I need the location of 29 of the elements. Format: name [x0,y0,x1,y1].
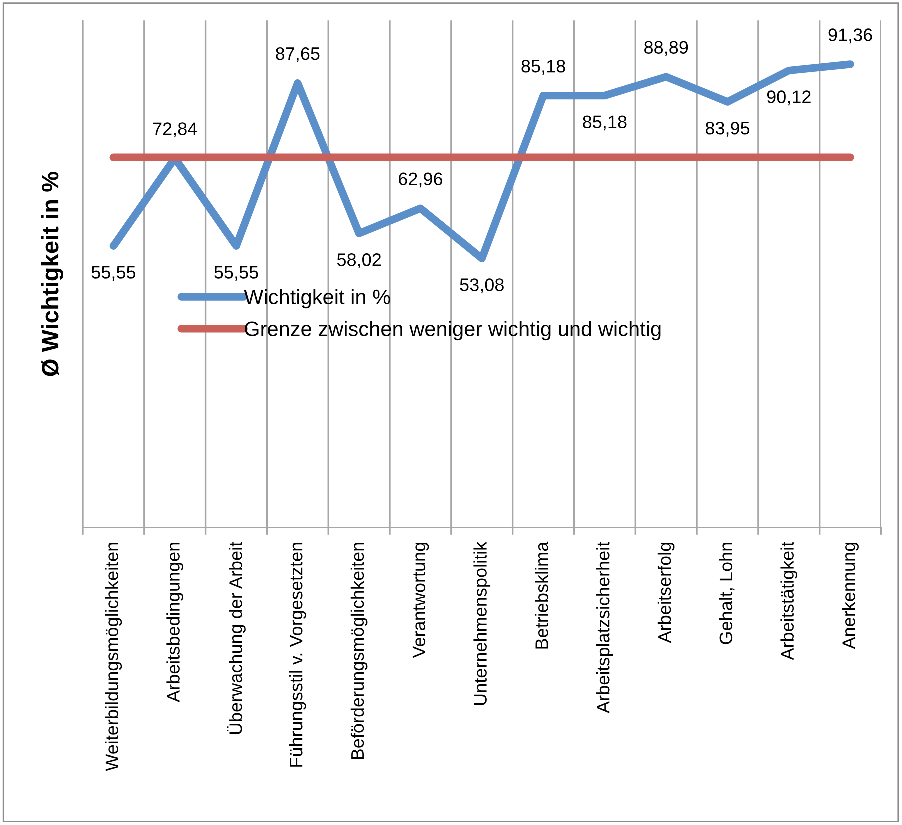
x-tick-label: Betriebsklima [535,542,548,649]
x-tick-label: Arbeitstätigkeit [780,542,798,660]
data-label: 85,18 [522,60,566,75]
data-label: 83,95 [706,122,750,137]
data-label: 55,55 [214,266,258,281]
data-label: 62,96 [399,172,443,188]
data-label: 53,08 [460,278,504,294]
x-tick-label: Verantwortung [412,543,430,658]
data-label: 90,12 [767,90,811,106]
x-tick-label: Weiterbildungsmöglichkeiten [105,543,122,772]
data-label: 55,55 [92,266,136,281]
x-tick-label: Beförderungsmöglichkeiten [350,543,368,760]
data-label: 87,65 [276,47,320,62]
y-axis-title: Ø Wichtigkeit in % [41,172,64,376]
x-tick-label: Arbeitsplatzsicherheit [596,542,614,714]
x-tick-label: Arbeitserfolg [658,543,675,644]
data-label: 91,36 [828,28,872,44]
x-tick-label: Arbeitsbedingungen [166,543,184,702]
data-label: 58,02 [337,254,381,268]
x-tick-label: Gehalt, Lohn [719,543,735,644]
data-label: 72,84 [153,122,198,138]
data-label: 88,89 [644,41,688,56]
x-tick-label: Überwachung der Arbeit [227,542,246,734]
data-label: 85,18 [583,116,627,131]
x-tick-label: Führungsstil v. Vorgesetzten [289,543,306,767]
x-tick-label: Unternehmenspolitik [474,542,491,706]
legend-label: Wichtigkeit in % [244,289,390,309]
x-tick-label: Anerkennung [842,543,859,650]
legend-label: Grenze zwischen weniger wichtig und wichtig [245,321,661,341]
